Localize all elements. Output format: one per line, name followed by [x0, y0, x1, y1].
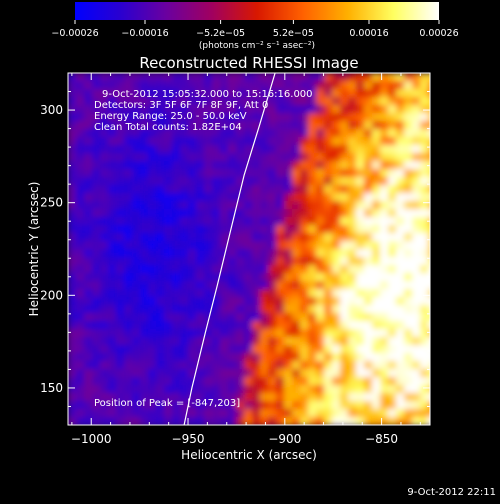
- colorbar-units-label: (photons cm⁻² s⁻¹ asec⁻²): [199, 41, 315, 51]
- info-energy-range: Energy Range: 25.0 - 50.0 keV: [94, 111, 247, 122]
- y-tick-label: 200: [40, 288, 63, 302]
- peak-position-label: Position of Peak = [-847,203]: [94, 398, 240, 409]
- x-axis: −1000 −950 −900 −850: [71, 73, 421, 446]
- colorbar-tick-label: −0.00016: [121, 28, 168, 39]
- colorbar: −0.00026 −0.00016 −5.2e−05 5.2e−05 0.00016 0.…: [51, 2, 459, 51]
- colorbar-tick-label: 5.2e−05: [273, 28, 314, 39]
- colorbar-tick-label: −0.00026: [51, 28, 98, 39]
- info-clean-counts: Clean Total counts: 1.82E+04: [94, 122, 242, 133]
- y-tick-label: 300: [40, 103, 63, 117]
- heatmap-image: [68, 73, 430, 425]
- colorbar-ticks: −0.00026 −0.00016 −5.2e−05 5.2e−05 0.00016 0.…: [51, 20, 459, 39]
- colorbar-tick-label: −5.2e−05: [196, 28, 245, 39]
- observation-info: 9-Oct-2012 15:05:32.000 to 15:16:16.000 …: [94, 89, 313, 409]
- solar-limb-line: [183, 73, 276, 425]
- timestamp: 9-Oct-2012 22:11: [407, 487, 496, 498]
- chart-title: Reconstructed RHESSI Image: [139, 54, 358, 72]
- x-tick-label: −1000: [71, 432, 112, 446]
- info-detectors: Detectors: 3F 5F 6F 7F 8F 9F, Att 0: [94, 100, 268, 111]
- colorbar-tick-label: 0.00026: [419, 28, 458, 39]
- y-axis-label: Heliocentric Y (arcsec): [27, 182, 41, 317]
- y-tick-label: 150: [40, 381, 63, 395]
- y-axis: 150 200 250 300: [40, 72, 430, 407]
- info-time-range: 9-Oct-2012 15:05:32.000 to 15:16:16.000: [102, 89, 313, 100]
- y-tick-label: 250: [40, 196, 63, 210]
- x-tick-label: −950: [172, 432, 205, 446]
- x-tick-label: −850: [365, 432, 398, 446]
- x-tick-label: −900: [268, 432, 301, 446]
- x-axis-label: Heliocentric X (arcsec): [181, 448, 317, 462]
- plot-frame: [67, 72, 431, 426]
- plot-area: [68, 73, 430, 425]
- colorbar-gradient: [75, 2, 439, 20]
- colorbar-tick-label: 0.00016: [349, 28, 388, 39]
